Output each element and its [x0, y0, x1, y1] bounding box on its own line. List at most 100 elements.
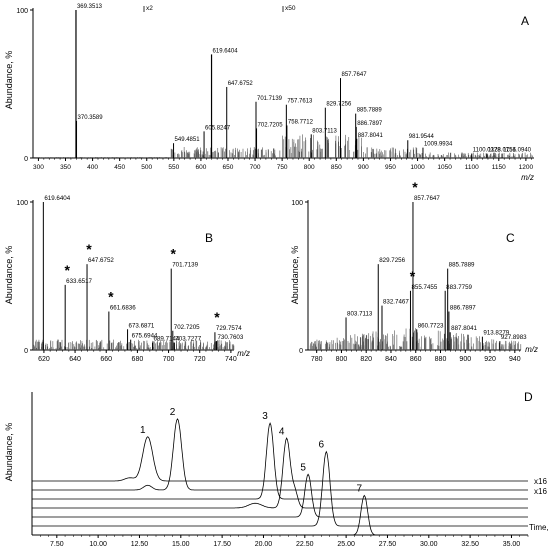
- x-tick-label: 840: [385, 356, 397, 363]
- x-axis-label: m/z: [525, 345, 538, 354]
- peak-label: 927.8983: [501, 334, 527, 341]
- x-tick-label: 600: [195, 164, 206, 171]
- peak-label: 675.6944: [132, 333, 158, 340]
- peak-number: 3: [262, 411, 268, 422]
- peak-number: 5: [300, 462, 306, 473]
- panel-letter: D: [524, 390, 533, 404]
- y-axis-label: Abundance, %: [290, 246, 300, 305]
- x-tick-label: 900: [459, 356, 471, 363]
- panel-letter: B: [205, 231, 213, 245]
- peak-label: 370.3589: [78, 115, 104, 121]
- x-axis-label: m/z: [237, 349, 250, 358]
- peak-label: 703.7277: [175, 336, 201, 343]
- x-tick-label: 27.50: [379, 541, 397, 548]
- x-tick-label: 620: [38, 356, 50, 363]
- x-tick-label: 1100: [465, 164, 479, 171]
- x-tick-label: 1200: [519, 164, 534, 171]
- peak-label: 605.8247: [205, 125, 231, 131]
- peak-label: 1100.0378: [473, 148, 502, 154]
- peak-label: 701.7139: [257, 96, 283, 102]
- peak-label: 887.8041: [451, 325, 477, 332]
- x-axis-label: m/z: [521, 173, 534, 182]
- y-tick-label: 0: [24, 156, 28, 163]
- peak-label: 886.7897: [450, 305, 476, 312]
- y-tick-label: 100: [16, 8, 28, 15]
- chromatogram-trace: [32, 436, 528, 482]
- x-tick-label: 1000: [410, 164, 425, 171]
- panel-letter: A: [521, 14, 529, 28]
- chromatogram-trace: [32, 437, 528, 509]
- x-tick-label: 720: [194, 356, 206, 363]
- x-tick-label: 880: [435, 356, 447, 363]
- peak-label: 702.7205: [258, 122, 284, 128]
- significance-star: *: [171, 246, 177, 262]
- significance-star: *: [86, 241, 92, 257]
- x-tick-label: 550: [168, 164, 179, 171]
- peak-label: 729.7574: [216, 325, 242, 332]
- x-tick-label: 15.00: [172, 541, 190, 548]
- x-tick-label: 400: [87, 164, 98, 171]
- peak-label: 647.6752: [88, 257, 114, 264]
- scale-label: x16: [534, 477, 547, 486]
- x-tick-label: 780: [311, 356, 323, 363]
- peak-label: 1128.0751: [488, 148, 517, 154]
- y-axis-label: Abundance, %: [4, 51, 14, 110]
- significance-star: *: [214, 309, 220, 325]
- x-tick-label: 32.50: [461, 541, 479, 548]
- zoom-annotation: x50: [285, 5, 296, 12]
- x-tick-label: 700: [250, 164, 261, 171]
- peak-label: 829.7256: [379, 257, 405, 264]
- x-tick-label: 35.00: [503, 541, 521, 548]
- x-tick-label: 660: [100, 356, 112, 363]
- x-tick-label: 950: [385, 164, 396, 171]
- y-tick-label: 100: [291, 200, 303, 207]
- peak-number: 1: [140, 425, 146, 436]
- peak-label: 885.7889: [449, 262, 475, 269]
- chromatogram-trace: [32, 450, 528, 527]
- chromatogram-trace: [32, 422, 528, 500]
- x-tick-label: 900: [358, 164, 369, 171]
- x-tick-label: 650: [223, 164, 234, 171]
- significance-star: *: [108, 289, 114, 305]
- y-tick-label: 100: [16, 200, 28, 207]
- peak-label: 860.7723: [418, 322, 444, 329]
- peak-label: 883.7759: [446, 284, 472, 291]
- peak-label: 730.7603: [217, 334, 243, 341]
- y-tick-label: 0: [299, 348, 303, 355]
- peak-label: 857.7647: [414, 195, 440, 202]
- peak-label: 701.7139: [172, 262, 198, 269]
- peak-label: 758.7712: [288, 119, 314, 125]
- peak-label: 673.6871: [129, 322, 155, 329]
- x-tick-label: 820: [360, 356, 372, 363]
- x-tick-label: 740: [225, 356, 237, 363]
- x-tick-label: 940: [509, 356, 521, 363]
- x-tick-label: 350: [60, 164, 71, 171]
- peak-label: 549.4851: [175, 137, 201, 143]
- x-tick-label: 1050: [437, 164, 452, 171]
- peak-label: 633.6517: [66, 278, 92, 285]
- x-tick-label: 20.00: [255, 541, 273, 548]
- x-tick-label: 850: [331, 164, 342, 171]
- x-tick-label: 22.50: [296, 541, 314, 548]
- x-tick-label: 25.00: [337, 541, 355, 548]
- x-tick-label: 7.50: [50, 541, 64, 548]
- peak-label: 661.6836: [110, 305, 136, 312]
- significance-star: *: [410, 268, 416, 284]
- peak-number: 2: [170, 407, 176, 418]
- panel-letter: C: [506, 231, 515, 245]
- x-tick-label: 450: [114, 164, 125, 171]
- significance-star: *: [64, 262, 70, 278]
- x-tick-label: 800: [336, 356, 348, 363]
- zoom-annotation: x2: [146, 5, 153, 12]
- x-tick-label: 700: [163, 356, 175, 363]
- x-tick-label: 640: [69, 356, 81, 363]
- x-tick-label: 680: [132, 356, 144, 363]
- chromatogram-trace: [32, 473, 528, 518]
- peak-number: 6: [319, 440, 325, 451]
- peak-label: 647.6752: [228, 81, 254, 87]
- x-tick-label: 10.00: [89, 541, 107, 548]
- peak-label: 757.7613: [287, 99, 313, 105]
- peak-label: 885.7889: [357, 108, 383, 114]
- chromatogram-trace: [32, 494, 528, 536]
